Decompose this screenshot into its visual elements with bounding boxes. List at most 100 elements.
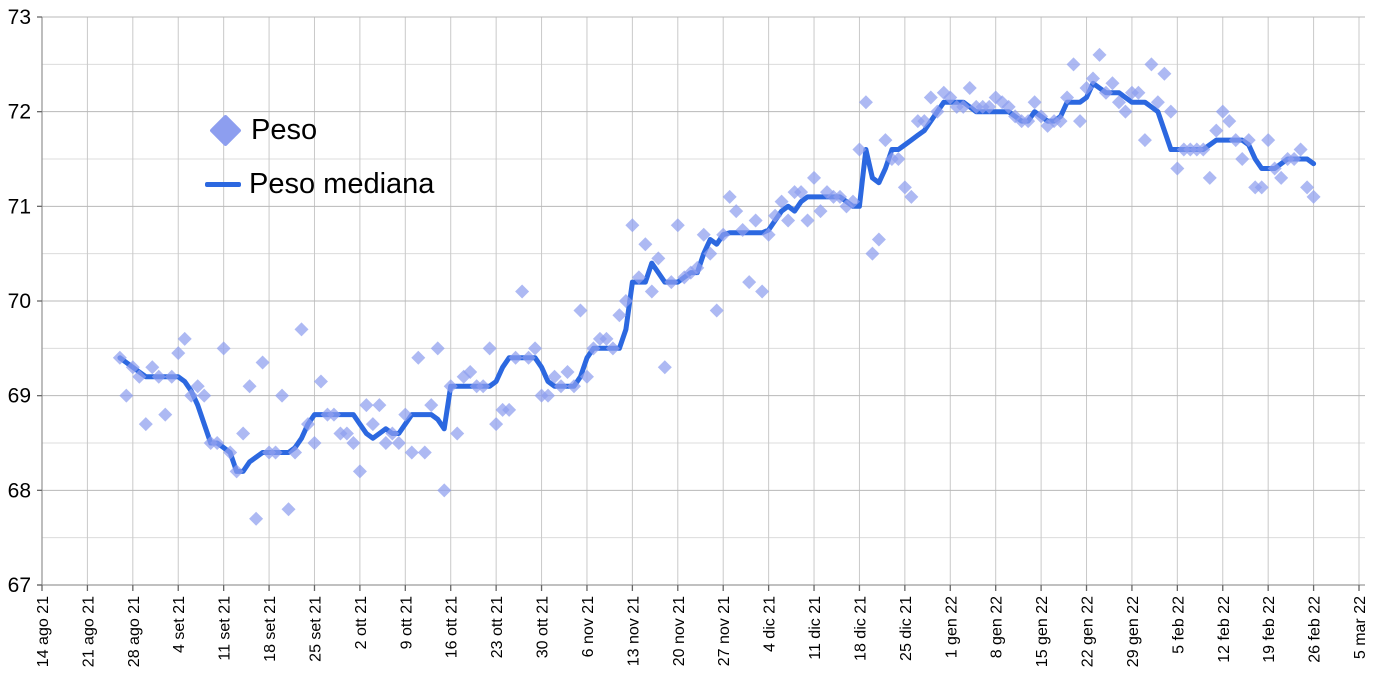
- data-point-diamond: [631, 270, 646, 285]
- data-point-diamond: [404, 445, 419, 460]
- data-point-diamond: [768, 208, 783, 223]
- data-point-diamond: [489, 417, 504, 432]
- x-tick-label: 5 feb 22: [1170, 596, 1187, 654]
- data-point-diamond: [1105, 76, 1120, 91]
- data-point-diamond: [482, 341, 497, 356]
- data-point-diamond: [904, 189, 919, 204]
- y-tick-label: 73: [8, 6, 31, 29]
- x-tick-label: 14 ago 21: [35, 596, 52, 667]
- diamond-marker-icon: [209, 113, 242, 147]
- data-point-diamond: [1137, 133, 1152, 148]
- data-point-diamond: [813, 204, 828, 219]
- data-point-diamond: [897, 180, 912, 195]
- data-point-diamond: [268, 445, 283, 460]
- data-point-diamond: [1021, 114, 1036, 129]
- chart-legend: Peso Peso mediana: [205, 103, 434, 211]
- data-point-diamond: [690, 260, 705, 275]
- data-point-diamond: [476, 379, 491, 394]
- x-tick-label: 26 feb 22: [1307, 596, 1324, 663]
- data-point-diamond: [443, 379, 458, 394]
- y-axis-labels: 73 72 71 70 69 68 67: [8, 6, 31, 597]
- data-point-diamond: [391, 436, 406, 450]
- legend-label-peso-mediana: Peso mediana: [249, 167, 435, 200]
- data-point-diamond: [917, 114, 932, 129]
- data-point-diamond: [236, 426, 251, 441]
- data-point-diamond: [638, 237, 653, 252]
- data-point-diamond: [1144, 57, 1159, 72]
- data-point-diamond: [145, 360, 160, 375]
- data-point-diamond: [774, 194, 789, 209]
- data-point-diamond: [586, 341, 601, 356]
- data-point-diamond: [365, 417, 380, 432]
- data-point-diamond: [288, 445, 303, 460]
- data-point-diamond: [346, 436, 361, 450]
- data-point-diamond: [1086, 71, 1101, 86]
- series-peso-mediana: [117, 80, 1317, 474]
- data-point-diamond: [359, 398, 374, 413]
- data-point-diamond: [190, 379, 205, 394]
- data-point-diamond: [385, 426, 400, 441]
- data-point-diamond: [962, 81, 977, 95]
- data-point-diamond: [1170, 161, 1185, 176]
- gridlines-minor: [42, 63, 1365, 539]
- data-point-diamond: [249, 511, 264, 526]
- data-point-diamond: [742, 275, 757, 290]
- data-point-diamond: [716, 227, 731, 242]
- data-point-diamond: [1111, 95, 1126, 110]
- data-point-diamond: [307, 436, 322, 450]
- data-point-diamond: [644, 284, 659, 299]
- data-point-diamond: [1274, 170, 1289, 185]
- data-point-diamond: [1287, 152, 1302, 166]
- x-tick-label: 27 nov 21: [716, 596, 733, 666]
- data-point-diamond: [1027, 95, 1042, 110]
- x-tick-label: 2 ott 21: [353, 596, 370, 649]
- x-tick-label: 4 set 21: [171, 596, 188, 653]
- data-point-diamond: [560, 365, 575, 379]
- data-point-diamond: [502, 402, 517, 417]
- data-point-diamond: [748, 213, 763, 228]
- data-point-diamond: [125, 360, 140, 375]
- data-point-diamond: [871, 232, 886, 247]
- data-point-diamond: [1118, 104, 1133, 119]
- y-tick-label: 71: [8, 195, 31, 218]
- data-point-diamond: [171, 346, 186, 361]
- data-point-diamond: [664, 275, 679, 290]
- data-point-diamond: [735, 223, 750, 237]
- data-point-diamond: [229, 464, 244, 479]
- data-point-diamond: [1053, 114, 1068, 129]
- data-point-diamond: [800, 213, 815, 228]
- x-tick-label: 21 ago 21: [80, 596, 97, 667]
- data-point-diamond: [579, 369, 594, 384]
- data-point-diamond: [1215, 104, 1230, 119]
- data-point-diamond: [521, 350, 536, 365]
- data-point-diamond: [605, 341, 620, 356]
- x-tick-label: 18 set 21: [262, 596, 279, 662]
- data-point-diamond: [1267, 161, 1282, 176]
- data-point-diamond: [242, 379, 257, 394]
- x-tick-label: 6 nov 21: [580, 596, 597, 657]
- data-point-diamond: [781, 213, 796, 228]
- x-tick-label: 18 dic 21: [852, 596, 869, 661]
- data-point-diamond: [450, 426, 465, 441]
- data-point-diamond: [223, 445, 238, 460]
- data-point-diamond: [158, 407, 173, 422]
- data-point-diamond: [858, 95, 873, 110]
- data-point-diamond: [761, 227, 776, 242]
- data-point-diamond: [437, 483, 452, 498]
- data-point-diamond: [1196, 142, 1211, 157]
- data-point-diamond: [119, 388, 134, 403]
- x-tick-label: 5 mar 22: [1352, 596, 1369, 659]
- data-point-diamond: [300, 417, 315, 432]
- data-point-diamond: [398, 407, 413, 422]
- data-point-diamond: [878, 133, 893, 148]
- data-point-diamond: [1001, 99, 1016, 114]
- data-point-diamond: [1150, 95, 1165, 110]
- data-point-diamond: [696, 227, 711, 242]
- data-point-diamond: [463, 365, 478, 379]
- data-point-diamond: [255, 355, 270, 370]
- data-point-diamond: [1098, 85, 1113, 100]
- x-tick-label: 12 feb 22: [1216, 596, 1233, 663]
- data-point-diamond: [430, 341, 445, 356]
- x-axis-labels: 14 ago 21 21 ago 21 28 ago 21 4 set 21 11 se…: [35, 596, 1369, 667]
